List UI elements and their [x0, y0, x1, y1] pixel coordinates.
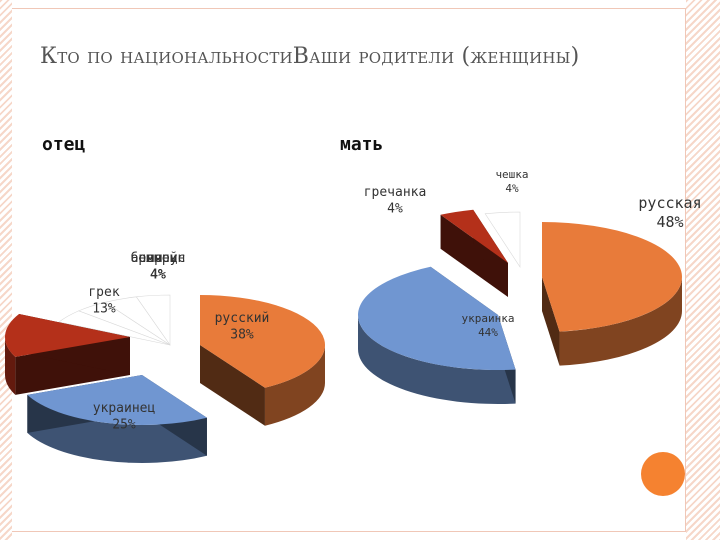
pie-label-гречанка: гречанка 4% [364, 185, 427, 216]
frame-stripe-right [686, 0, 720, 540]
slide-title: Кто по национальностиВаши родители (женщ… [40, 44, 580, 69]
pie-label-русский: русский 38% [215, 311, 270, 342]
pie-slice-грек [4, 313, 131, 395]
pie-label-чешка: чешка 4% [495, 168, 528, 195]
pie-slice-чешка [484, 211, 521, 269]
pie-label-немец: немец 4% [138, 251, 177, 282]
pie-label-армянин: армянин 4% [131, 251, 186, 282]
pie-slice-украинец [27, 375, 207, 463]
pie-slice-гречанка [440, 209, 508, 297]
frame-stripe-left [0, 0, 12, 540]
pie-label-русская: русская 48% [638, 194, 701, 231]
pie-label-грек: грек 13% [88, 285, 119, 316]
mother-chart-title: мать [340, 134, 384, 155]
pie-slice-белорус [58, 310, 171, 346]
pie-label-украинец: украинец 25% [93, 401, 156, 432]
frame-line-right [685, 8, 686, 532]
pie-chart-father: русский 38% украинец 25% грек 13% белорус 4%нем… [4, 251, 326, 463]
pie-chart-mother: русская 48% украинка 44% гречанка 4% чешка 4% [357, 168, 702, 404]
pie-label-украинка: украинка 44% [462, 312, 515, 339]
pie-label-еврей: еврей 4% [138, 251, 177, 282]
pie-slice-русский [200, 295, 326, 426]
father-chart-title: отец [42, 134, 86, 155]
decorative-circle [641, 452, 685, 496]
pie-label-белорус: белорус 4% [131, 251, 186, 282]
frame-line-bottom [12, 531, 686, 532]
pie-slice-русская [542, 222, 682, 366]
frame-line-top [12, 8, 686, 9]
pie-slice-украинка [357, 266, 516, 404]
